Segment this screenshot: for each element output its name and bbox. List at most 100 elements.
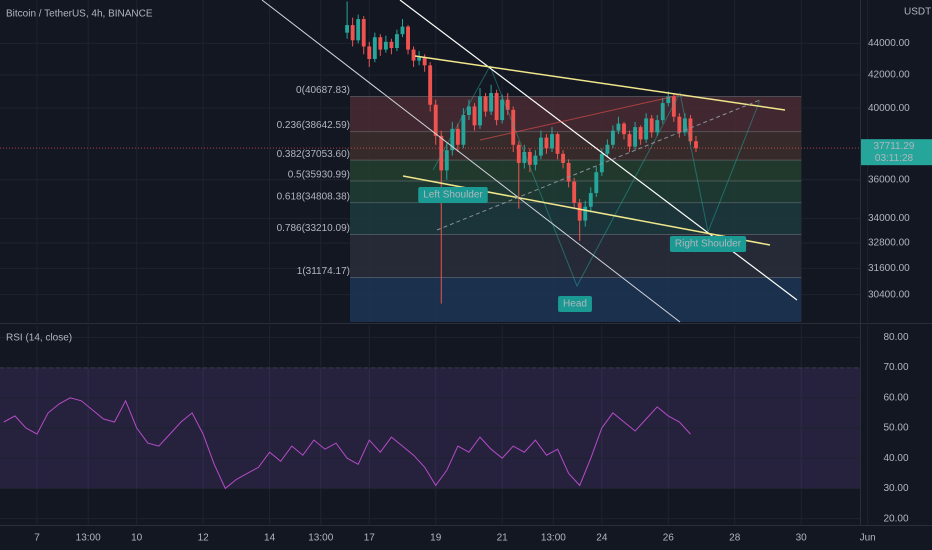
- candle-body: [483, 96, 488, 112]
- candle-body: [644, 118, 649, 140]
- candle-body: [538, 137, 543, 156]
- drawings: Left Shoulder Head Right Shoulder: [261, 0, 798, 323]
- candle-body: [671, 96, 676, 117]
- candle-body: [466, 106, 471, 115]
- neck-line: [436, 99, 761, 231]
- candle-body: [500, 99, 505, 121]
- y-tick-label: 60.00: [883, 392, 908, 403]
- annotation-label: Right Shoulder: [675, 239, 742, 250]
- candle-body: [544, 137, 549, 149]
- candle-body: [561, 153, 566, 163]
- candle-body: [522, 151, 527, 163]
- y-tick-label: 50.00: [883, 423, 908, 434]
- candle-body: [422, 57, 427, 66]
- y-tick-label: 32800.00: [868, 238, 910, 249]
- candle-body: [660, 103, 665, 121]
- candle-body: [682, 118, 687, 133]
- candle-body: [455, 128, 460, 145]
- candle-body: [361, 19, 366, 47]
- chart-title: Bitcoin / TetherUS, 4h, BINANCE: [6, 9, 153, 20]
- annotation-box: [558, 296, 592, 312]
- candle-body: [439, 135, 444, 171]
- countdown-label: 03:11:28: [875, 153, 914, 164]
- candle-body: [505, 99, 510, 110]
- annotation-label: Left Shoulder: [423, 190, 483, 201]
- inner-line: [479, 94, 681, 141]
- x-tick-label: Jun: [860, 533, 876, 544]
- x-tick-label: 10: [131, 533, 143, 544]
- fib-label: 1(31174.17): [297, 266, 350, 277]
- candle-body: [555, 134, 560, 154]
- candle-body: [389, 41, 394, 49]
- x-tick-label: 26: [663, 533, 675, 544]
- x-tick-label: 13:00: [541, 533, 566, 544]
- candle-body: [406, 26, 410, 50]
- x-tick-label: 28: [729, 533, 741, 544]
- fib-label: 0(40687.83): [296, 85, 350, 96]
- annotation-box: [418, 187, 488, 203]
- fib-label: 0.786(33210.09): [277, 223, 350, 234]
- annotation-box: [669, 236, 747, 252]
- candle-body: [516, 144, 521, 163]
- y-tick-label: 36000.00: [868, 174, 910, 185]
- candle-body: [594, 172, 599, 194]
- candle-body: [428, 65, 433, 105]
- x-tick-label: 30: [796, 533, 808, 544]
- candle-body: [550, 134, 554, 149]
- candle-body: [356, 19, 361, 41]
- candle-body: [694, 141, 698, 149]
- x-tick-label: 19: [430, 533, 442, 544]
- candle-body: [461, 114, 466, 145]
- candle-body: [688, 118, 693, 142]
- currency-unit: USDT: [904, 7, 931, 18]
- candle-body: [345, 25, 350, 33]
- annotation-label: Head: [563, 299, 587, 310]
- candle-body: [411, 49, 416, 61]
- last-price-box: [861, 139, 932, 166]
- fib-label: 0.236(38642.59): [277, 120, 350, 131]
- y-tick-label: 30400.00: [868, 289, 910, 300]
- candle-body: [633, 127, 638, 147]
- fib-band: [349, 202, 802, 235]
- candle-body: [383, 41, 388, 50]
- candle-body: [622, 123, 626, 135]
- candle-body: [372, 37, 377, 59]
- fib-band: [349, 160, 802, 182]
- candle-body: [511, 109, 516, 145]
- candle-body: [572, 181, 577, 203]
- candle-body: [655, 120, 660, 133]
- candle-body: [599, 153, 604, 173]
- y-tick-label: 44000.00: [868, 38, 910, 49]
- x-tick-label: 12: [198, 533, 210, 544]
- x-tick-label: 13:00: [76, 533, 101, 544]
- y-tick-label: 40000.00: [868, 103, 910, 114]
- candle-body: [433, 104, 438, 136]
- fib-label: 0.5(35930.99): [288, 170, 350, 181]
- candle-body: [417, 57, 422, 61]
- y-tick-label: 40.00: [883, 453, 908, 464]
- candle-body: [444, 150, 449, 171]
- x-tick-label: 7: [34, 533, 40, 544]
- candle-body: [489, 93, 494, 112]
- marks: [0, 1, 860, 490]
- fib-band: [349, 131, 802, 161]
- candle-body: [666, 96, 671, 104]
- y-tick-label: 31600.00: [868, 263, 910, 274]
- x-tick-label: 21: [497, 533, 509, 544]
- y-tick-label: 70.00: [883, 362, 908, 373]
- candle-body: [616, 123, 621, 131]
- candle-body: [566, 162, 571, 182]
- candle-body: [605, 144, 610, 154]
- candle-body: [677, 116, 682, 133]
- x-tick-label: 14: [264, 533, 276, 544]
- candle-body: [478, 96, 482, 126]
- candle-body: [577, 202, 582, 221]
- candle-body: [638, 127, 643, 140]
- candle-body: [533, 155, 538, 165]
- fib-label: 0.618(34808.38): [277, 191, 350, 202]
- candle-body: [494, 93, 499, 121]
- channel-line: [261, 0, 681, 323]
- candle-body: [394, 34, 399, 49]
- candle-body: [583, 206, 588, 221]
